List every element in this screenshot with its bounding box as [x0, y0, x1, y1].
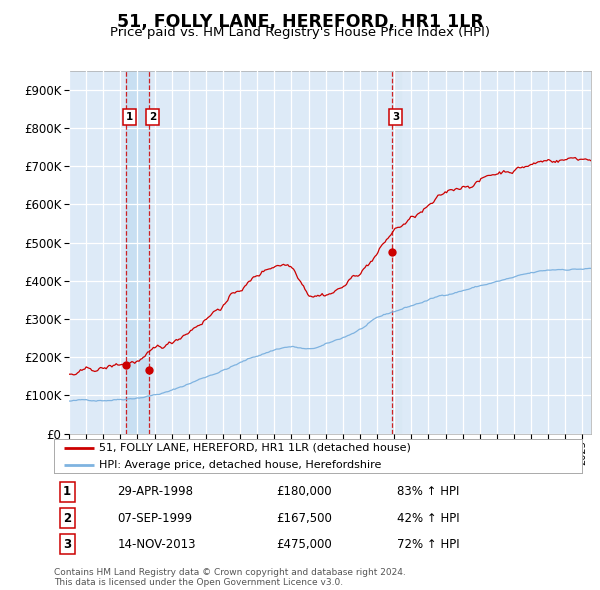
- Text: 51, FOLLY LANE, HEREFORD, HR1 1LR (detached house): 51, FOLLY LANE, HEREFORD, HR1 1LR (detac…: [99, 442, 411, 453]
- Bar: [392, 71, 401, 434]
- Text: 42% ↑ HPI: 42% ↑ HPI: [397, 512, 460, 525]
- Text: 3: 3: [392, 112, 400, 122]
- Text: 3: 3: [63, 537, 71, 550]
- Bar: [126, 71, 149, 434]
- Text: 29-APR-1998: 29-APR-1998: [118, 486, 193, 499]
- Text: Price paid vs. HM Land Registry's House Price Index (HPI): Price paid vs. HM Land Registry's House …: [110, 26, 490, 39]
- Text: 83% ↑ HPI: 83% ↑ HPI: [397, 486, 460, 499]
- Text: £475,000: £475,000: [276, 537, 332, 550]
- Text: 51, FOLLY LANE, HEREFORD, HR1 1LR: 51, FOLLY LANE, HEREFORD, HR1 1LR: [116, 13, 484, 31]
- Text: Contains HM Land Registry data © Crown copyright and database right 2024.
This d: Contains HM Land Registry data © Crown c…: [54, 568, 406, 587]
- Text: 07-SEP-1999: 07-SEP-1999: [118, 512, 193, 525]
- Text: HPI: Average price, detached house, Herefordshire: HPI: Average price, detached house, Here…: [99, 460, 381, 470]
- Text: £180,000: £180,000: [276, 486, 331, 499]
- Text: £167,500: £167,500: [276, 512, 332, 525]
- Text: 72% ↑ HPI: 72% ↑ HPI: [397, 537, 460, 550]
- Text: 2: 2: [149, 112, 157, 122]
- Text: 14-NOV-2013: 14-NOV-2013: [118, 537, 196, 550]
- Text: 1: 1: [126, 112, 133, 122]
- Text: 1: 1: [63, 486, 71, 499]
- Text: 2: 2: [63, 512, 71, 525]
